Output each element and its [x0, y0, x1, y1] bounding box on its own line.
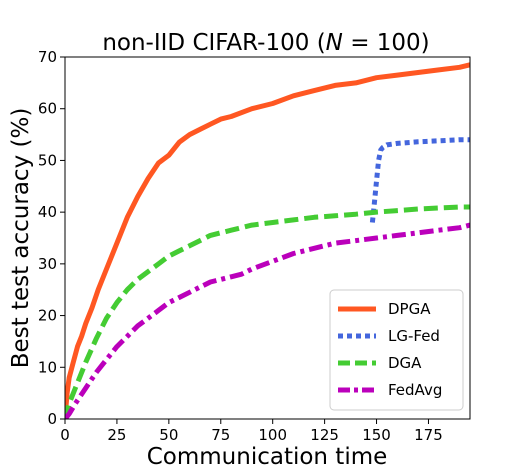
series-line-dga [65, 204, 470, 419]
y-tick-label: 10 [38, 358, 57, 376]
x-tick-label: 100 [258, 426, 287, 444]
x-axis-label: Communication time [147, 444, 388, 470]
legend-box [329, 289, 464, 411]
legend: DPGA LG-Fed DGA FedAvg [329, 289, 464, 411]
x-tick-label: 75 [211, 426, 230, 444]
x-tick-label: 50 [159, 426, 178, 444]
legend-label: LG-Fed [388, 327, 440, 345]
legend-label: FedAvg [388, 381, 442, 399]
y-tick-label: 50 [38, 151, 57, 169]
y-axis-ticks: 0 10 20 30 40 50 60 70 [38, 48, 65, 428]
y-tick-label: 60 [38, 100, 57, 118]
x-axis-ticks: 0 25 50 75 100 125 150 175 [60, 419, 443, 444]
y-tick-label: 20 [38, 307, 57, 325]
series-line-fedavg [65, 222, 470, 419]
x-tick-label: 150 [362, 426, 391, 444]
x-tick-label: 0 [60, 426, 70, 444]
series-line-dpga [65, 62, 470, 419]
title-suffix: = 100) [343, 30, 430, 56]
x-tick-label: 25 [107, 426, 126, 444]
series-line-lg-fed [369, 137, 470, 223]
y-tick-label: 0 [47, 410, 57, 428]
title-italic: N [326, 30, 343, 56]
y-tick-label: 30 [38, 255, 57, 273]
y-tick-label: 40 [38, 203, 57, 221]
x-tick-label: 125 [310, 426, 339, 444]
y-tick-label: 70 [38, 48, 57, 66]
x-tick-label: 175 [414, 426, 443, 444]
chart-title: non-IID CIFAR-100 (N = 100) [102, 30, 429, 56]
title-prefix: non-IID CIFAR-100 ( [102, 30, 325, 56]
legend-label: DPGA [388, 300, 431, 318]
y-axis-label: Best test accuracy (%) [8, 108, 34, 369]
series-layer [65, 62, 470, 419]
plot-frame [64, 56, 471, 420]
legend-label: DGA [388, 354, 422, 372]
